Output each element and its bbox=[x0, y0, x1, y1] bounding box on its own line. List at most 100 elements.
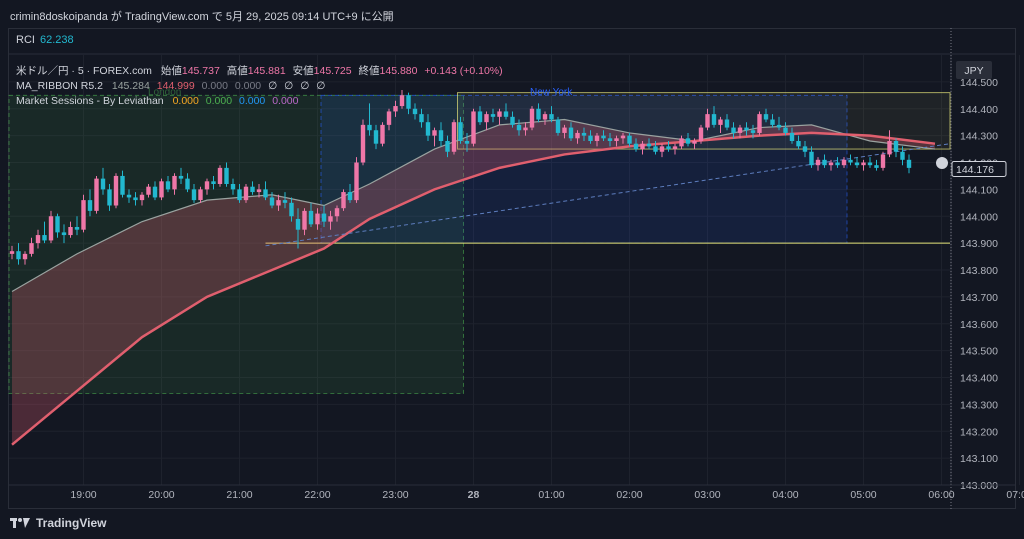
candle-body bbox=[815, 159, 821, 166]
candle-body bbox=[16, 251, 21, 260]
candle-body bbox=[315, 213, 320, 225]
candle-body bbox=[679, 138, 684, 147]
candle-body bbox=[900, 151, 905, 160]
candle-body bbox=[48, 216, 54, 241]
rci-name: RCI bbox=[16, 34, 35, 46]
candle-body bbox=[672, 146, 678, 150]
candle-body bbox=[809, 151, 814, 166]
candle-body bbox=[445, 141, 450, 152]
candle-body bbox=[601, 135, 606, 139]
london-session-label: London bbox=[148, 87, 181, 98]
legend-change: +0.143 (+0.10%) bbox=[424, 65, 502, 77]
candle-body bbox=[432, 130, 437, 136]
candle-body bbox=[321, 213, 327, 222]
time-tick-label: 20:00 bbox=[148, 489, 174, 501]
currency-badge[interactable] bbox=[956, 61, 992, 79]
ma-ribbon-o2: ∅ bbox=[284, 80, 293, 92]
ma-ribbon-fill bbox=[12, 119, 935, 445]
legend-ohlc: 米ドル／円 · 5 · FOREX.com 始値145.737 高値145.88… bbox=[16, 64, 503, 77]
time-axis[interactable]: 19:00 20:00 21:00 22:00 23:00 28 01:00 02:00 03:… bbox=[70, 489, 1024, 501]
candle-body bbox=[380, 124, 385, 144]
legend-high: 145.881 bbox=[248, 65, 286, 77]
chart-frame[interactable] bbox=[8, 28, 1016, 509]
time-tick-label: 01:00 bbox=[538, 489, 564, 501]
time-tick-label: 22:00 bbox=[304, 489, 330, 501]
price-tick-label: 143.200 bbox=[960, 426, 998, 438]
price-tick-label: 143.700 bbox=[960, 292, 998, 304]
candle-body bbox=[906, 159, 912, 168]
candle-body bbox=[711, 114, 717, 125]
candle-body bbox=[828, 162, 834, 166]
candle-body bbox=[536, 108, 541, 120]
candle-body bbox=[22, 253, 28, 260]
candle-body bbox=[256, 189, 262, 193]
candle-body bbox=[152, 186, 158, 198]
candle-body bbox=[503, 111, 509, 117]
sessions-name[interactable]: Market Sessions - By Leviathan bbox=[16, 95, 164, 107]
candle-body bbox=[848, 159, 853, 163]
price-tick-label: 144.300 bbox=[960, 131, 998, 143]
candle-body bbox=[614, 138, 619, 141]
legend-symbol[interactable]: 米ドル／円 · 5 · FOREX.com bbox=[16, 64, 152, 77]
price-tick-label: 144.000 bbox=[960, 211, 998, 223]
candle-body bbox=[763, 114, 769, 120]
candle-body bbox=[425, 122, 431, 136]
tradingview-brand: TradingView bbox=[36, 516, 107, 530]
candle-body bbox=[594, 135, 600, 141]
candle-body bbox=[354, 162, 359, 201]
candle-body bbox=[698, 127, 704, 141]
candle-body bbox=[100, 178, 106, 190]
time-tick-label: 02:00 bbox=[616, 489, 642, 501]
candle-body bbox=[438, 130, 444, 141]
last-price-label: 144.176 bbox=[956, 164, 994, 176]
price-axis[interactable]: 144.500144.400144.300144.200144.100144.0… bbox=[960, 77, 998, 492]
candle-body bbox=[490, 114, 496, 117]
candle-body bbox=[822, 159, 827, 166]
candle-body bbox=[224, 167, 229, 184]
candle-body bbox=[841, 159, 847, 166]
time-tick-label: 05:00 bbox=[850, 489, 876, 501]
candle-body bbox=[399, 95, 405, 107]
time-tick-label: 06:00 bbox=[928, 489, 954, 501]
legend-close-label: 終値 bbox=[359, 64, 380, 77]
tradingview-logo[interactable]: TradingView bbox=[10, 516, 106, 530]
candle-body bbox=[685, 138, 691, 144]
candle-body bbox=[139, 194, 145, 201]
candle-body bbox=[861, 162, 866, 166]
candle-body bbox=[419, 114, 424, 123]
candle-body bbox=[211, 181, 216, 184]
candle-body bbox=[341, 192, 346, 209]
candle-body bbox=[477, 111, 483, 123]
candle-body bbox=[705, 114, 710, 128]
ma-ribbon-o4: ∅ bbox=[316, 80, 325, 92]
price-tick-label: 143.500 bbox=[960, 346, 998, 358]
sessions-v1: 0.000 bbox=[173, 95, 199, 107]
candle-body bbox=[237, 189, 242, 201]
candle-body bbox=[646, 143, 652, 147]
ma-ribbon-o1: ∅ bbox=[268, 80, 277, 92]
candle-body bbox=[55, 216, 60, 233]
time-tick-label: 28 bbox=[468, 489, 480, 501]
ma-ribbon-v4: 0.000 bbox=[235, 80, 261, 92]
time-tick-label: 07:00 bbox=[1006, 489, 1024, 501]
candle-body bbox=[887, 141, 892, 155]
candle-body bbox=[269, 197, 275, 206]
candle-body bbox=[692, 141, 697, 144]
candle-body bbox=[178, 175, 184, 179]
candle-body bbox=[373, 130, 379, 144]
legend-close: 145.880 bbox=[380, 65, 418, 77]
candle-body bbox=[308, 210, 314, 225]
candle-body bbox=[263, 189, 268, 198]
candle-body bbox=[555, 119, 561, 133]
currency-label: JPY bbox=[964, 65, 983, 77]
candle-body bbox=[802, 146, 808, 152]
candle-body bbox=[627, 135, 632, 144]
candle-body bbox=[776, 124, 782, 128]
ma-ribbon-name[interactable]: MA_RIBBON R5.2 bbox=[16, 80, 103, 92]
candle-body bbox=[523, 127, 528, 131]
candle-body bbox=[542, 114, 548, 120]
candle-body bbox=[74, 227, 80, 230]
legend-low: 145.725 bbox=[314, 65, 352, 77]
candle-body bbox=[757, 114, 762, 133]
